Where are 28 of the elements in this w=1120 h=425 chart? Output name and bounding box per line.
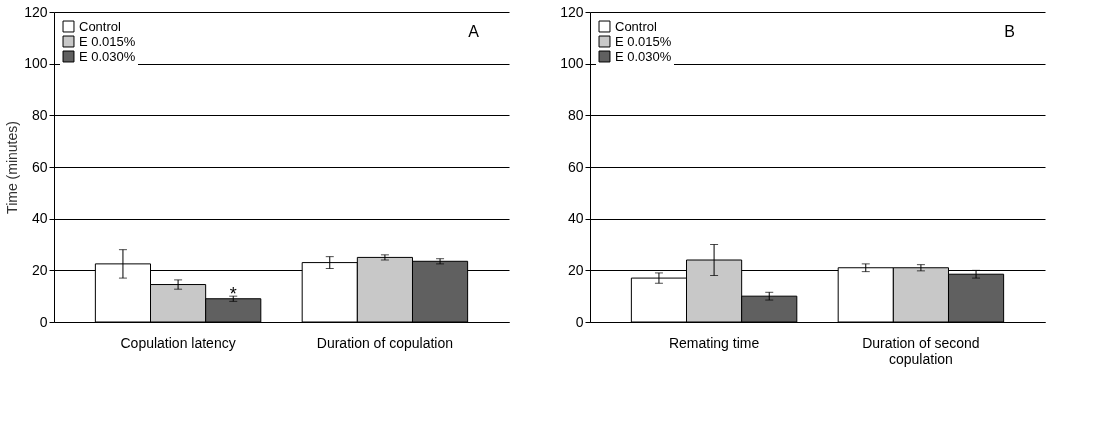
y-tick-label: 20 — [567, 261, 584, 278]
y-tick-label: 0 — [39, 313, 48, 330]
x-tick-label: Duration of copulation — [316, 334, 454, 351]
y-axis-title: Time (minutes) — [4, 121, 21, 214]
annotation: B — [1004, 23, 1015, 40]
x-tick-label: Copulation latency — [120, 334, 236, 351]
legend-label: Control — [615, 18, 658, 34]
y-tick-label: 60 — [31, 158, 48, 175]
y-tick-label: 40 — [567, 210, 584, 227]
x-tick-label: Duration of second copulation — [862, 334, 980, 367]
annotation: A — [468, 23, 480, 40]
annotation: * — [229, 284, 237, 304]
y-tick-label: 80 — [31, 106, 48, 123]
y-tick-label: 120 — [24, 3, 48, 20]
legend-label: E 0.015% — [615, 33, 672, 49]
legend-label: E 0.015% — [79, 33, 136, 49]
y-tick-label: 80 — [567, 106, 584, 123]
legend-label: E 0.030% — [615, 48, 672, 64]
y-tick-label: 20 — [31, 261, 48, 278]
x-tick-label: Remating time — [668, 334, 760, 351]
y-tick-label: 0 — [575, 313, 584, 330]
y-tick-label: 120 — [560, 3, 584, 20]
legend-label: Control — [79, 18, 122, 34]
y-tick-label: 100 — [560, 55, 584, 72]
legend-label: E 0.030% — [79, 48, 136, 64]
y-tick-label: 40 — [31, 210, 48, 227]
y-tick-label: 60 — [567, 158, 584, 175]
y-tick-label: 100 — [24, 55, 48, 72]
